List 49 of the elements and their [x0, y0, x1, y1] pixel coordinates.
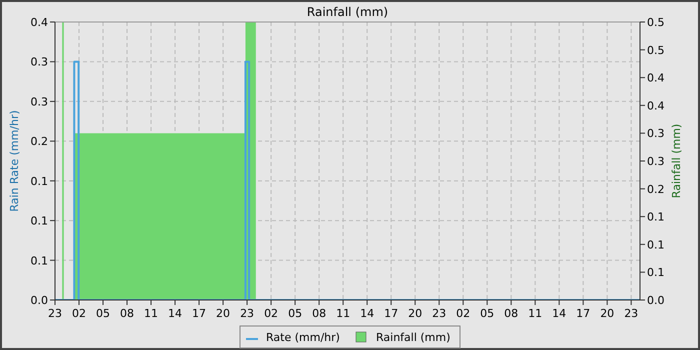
x-tick-label: 11 — [336, 307, 350, 320]
x-tick-label: 08 — [312, 307, 326, 320]
x-tick-label: 14 — [168, 307, 182, 320]
y2-tick-label: 0.1 — [647, 210, 664, 224]
x-tick-label: 23 — [432, 307, 446, 320]
y2-tick-label: 0.5 — [647, 44, 664, 57]
y-tick-label: 0.1 — [30, 174, 48, 188]
legend-label: Rainfall (mm) — [376, 331, 450, 344]
x-tick-label: 11 — [144, 307, 158, 320]
y2-tick-label: 0.1 — [647, 238, 664, 252]
y2-axis-title: Rainfall (mm) — [670, 124, 683, 198]
y2-tick-label: 0.3 — [647, 127, 664, 140]
y2-tick-label: 0.3 — [647, 155, 664, 168]
x-tick-label: 20 — [600, 307, 614, 320]
y-tick-label: 0.1 — [30, 214, 48, 228]
x-tick-label: 23 — [48, 307, 62, 320]
x-tick-label: 08 — [120, 307, 134, 320]
x-tick-label: 14 — [360, 307, 374, 320]
y2-tick-label: 0.4 — [647, 72, 664, 85]
x-tick-label: 02 — [264, 307, 278, 320]
x-tick-label: 23 — [240, 307, 254, 320]
x-tick-label: 14 — [552, 307, 566, 320]
chart-title: Rainfall (mm) — [306, 5, 388, 19]
y-axis-title: Rain Rate (mm/hr) — [8, 110, 21, 212]
x-tick-label: 02 — [456, 307, 470, 320]
x-tick-label: 17 — [384, 307, 398, 320]
y-tick-label: 0.3 — [30, 95, 48, 108]
y-tick-label: 0.4 — [30, 16, 48, 29]
x-tick-label: 20 — [408, 307, 422, 320]
x-tick-label: 11 — [528, 307, 542, 320]
y2-tick-label: 0.1 — [647, 266, 664, 280]
y2-tick-label: 0.0 — [647, 294, 664, 307]
x-tick-label: 17 — [576, 307, 590, 320]
x-tick-label: 05 — [288, 307, 302, 320]
y2-tick-label: 0.5 — [647, 16, 664, 29]
x-tick-label: 20 — [216, 307, 230, 320]
x-tick-label: 23 — [624, 307, 638, 320]
y-tick-label: 0.3 — [30, 56, 48, 69]
y-tick-label: 0.1 — [30, 254, 48, 268]
y-tick-label: 0.2 — [30, 135, 48, 148]
y2-tick-label: 0.4 — [647, 99, 664, 112]
x-tick-label: 05 — [480, 307, 494, 320]
y-tick-label: 0.0 — [30, 294, 48, 307]
x-tick-label: 17 — [192, 307, 206, 320]
y2-tick-label: 0.2 — [647, 182, 664, 196]
x-tick-label: 02 — [72, 307, 86, 320]
legend-label: Rate (mm/hr) — [266, 331, 340, 344]
x-tick-label: 05 — [96, 307, 110, 320]
x-tick-label: 08 — [504, 307, 518, 320]
